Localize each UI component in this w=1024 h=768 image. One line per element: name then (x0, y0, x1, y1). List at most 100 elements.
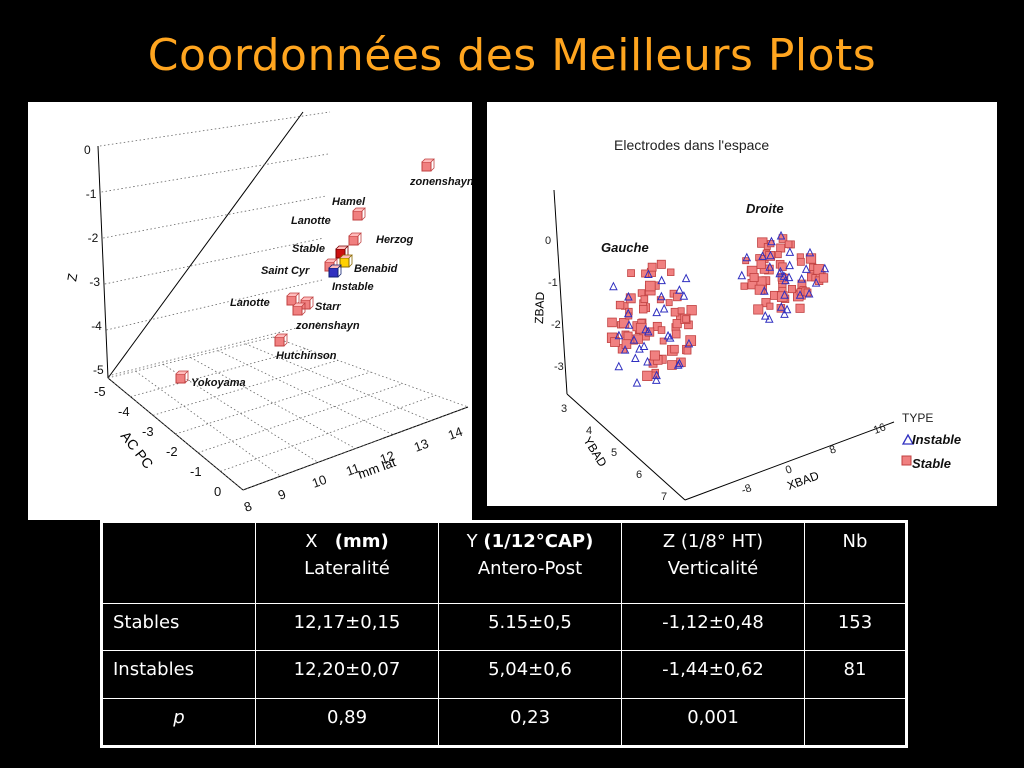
right-instable-point (795, 290, 805, 299)
right-instable-point (643, 326, 653, 336)
right-instable-point (780, 309, 789, 318)
right-instable-point (760, 311, 770, 320)
left-data-points (175, 158, 435, 384)
left-lat-tick-label: 14 (446, 424, 465, 443)
table-row: Stables 12,17±0,15 5.15±0,5 -1,12±0,48 1… (101, 603, 907, 652)
left-point-label: Lanotte (291, 215, 331, 227)
right-stable-point (787, 284, 797, 294)
right-3d-scatter-chart: Electrodes dans l'espace 0 -1 -2 -3 3 4 5 6 7 -… (532, 137, 961, 503)
left-3d-scatter-panel: 0 -1 -2 -3 -4 -5 -5 -4 -3 -2 -1 0 8 9 10 11 12 13 14 Z A… (28, 102, 474, 520)
left-acpc-tick-label: -1 (190, 464, 202, 479)
right-stable-point (813, 264, 824, 275)
cell-x: 12,17±0,15 (255, 603, 439, 652)
right-stable-point (633, 334, 643, 344)
left-point-label: Herzog (376, 234, 414, 246)
right-xbad-tick-label: 8 (828, 443, 838, 456)
right-instable-point (785, 247, 795, 256)
right-instable-point (767, 236, 776, 246)
right-stable-point (619, 318, 630, 329)
legend-instable-marker (901, 433, 915, 445)
right-instable-point (797, 274, 806, 283)
right-zbad-tick-label: 0 (545, 235, 551, 247)
right-instable-point (657, 275, 666, 285)
left-point-marker (352, 207, 366, 221)
right-stable-point (796, 257, 805, 266)
row-label: Instables (101, 650, 256, 699)
left-lat-tick-label: 9 (276, 486, 288, 503)
right-instable-point (624, 320, 634, 329)
right-instable-point (776, 266, 785, 276)
right-stable-point (749, 273, 759, 283)
right-zbad-tick-label: -2 (551, 319, 561, 331)
right-ybad-tick-label: 4 (586, 425, 592, 437)
left-lat-tick-label: 10 (310, 472, 329, 491)
cell-nb: 81 (804, 650, 907, 699)
cell-x: 12,20±0,07 (255, 650, 439, 699)
left-lat-tick-label: 12 (378, 448, 397, 467)
right-stable-point (685, 335, 697, 346)
right-stable-point (635, 322, 647, 334)
cell-z: -1,12±0,48 (621, 603, 805, 652)
right-instable-point (779, 271, 789, 280)
left-lat-tick-label: 8 (242, 498, 254, 515)
right-zbad-ticks: 0 -1 -2 -3 (545, 235, 564, 373)
left-point-label: Saint Cyr (261, 265, 310, 277)
right-instable-point (784, 272, 794, 282)
left-acpc-tick-label: 0 (214, 484, 221, 499)
left-z-tick-label: -1 (86, 187, 97, 201)
left-z-tick-label: -5 (93, 363, 104, 377)
right-instable-point (639, 341, 649, 351)
cell-nb (804, 697, 907, 747)
right-ybad-tick-label: 6 (636, 469, 642, 481)
right-stable-point (610, 337, 620, 347)
right-instable-point (742, 252, 752, 262)
right-stable-point (659, 337, 667, 345)
right-legend: TYPE Instable Stable (901, 411, 961, 471)
left-point-label: Yokoyama (191, 377, 246, 389)
right-instable-point (644, 269, 653, 278)
right-stable-point (665, 299, 673, 307)
right-instable-point (632, 377, 642, 387)
right-instable-point (776, 230, 786, 240)
right-stable-point (682, 315, 690, 323)
cell-z: -1,44±0,62 (621, 650, 805, 699)
right-ybad-ticks: 3 4 5 6 7 (561, 403, 667, 503)
right-instable-point (665, 332, 675, 342)
right-instable-point (679, 291, 689, 300)
right-instable-point (760, 286, 769, 295)
left-point-label: Instable (332, 281, 374, 293)
right-instable-point (785, 260, 794, 270)
right-stable-point (667, 268, 675, 276)
right-ybad-tick-label: 7 (661, 491, 667, 503)
right-stable-point (754, 284, 765, 295)
right-stable-point (671, 329, 681, 339)
row-label: Stables (101, 603, 256, 652)
left-z-tick-label: 0 (84, 143, 91, 157)
right-chart-axes (553, 189, 895, 501)
right-ybad-tick-label: 5 (611, 447, 617, 459)
group-label-droite: Droite (746, 201, 784, 216)
right-stable-point (640, 295, 649, 303)
right-stable-point (778, 262, 787, 271)
table-row: Instables 12,20±0,07 5,04±0,6 -1,44±0,62… (101, 650, 907, 699)
right-stable-point (639, 304, 648, 314)
right-xbad-tick-label: -8 (740, 482, 753, 497)
row-label: p (101, 697, 256, 747)
right-instable-point (641, 324, 650, 334)
right-xbad-tick-label: 16 (872, 421, 888, 436)
left-point-label: Lanotte (230, 297, 270, 309)
right-stable-point (805, 253, 817, 264)
stats-table: X (mm) Lateralité Y (1/12°CAP) Antero-Po… (100, 520, 908, 748)
right-instable-point (631, 353, 640, 363)
left-point-labels: zonenshaynHamelLanotteHerzogStableBenabi… (191, 176, 474, 389)
right-instable-point (657, 291, 666, 301)
right-stable-point (766, 302, 774, 310)
right-ybad-tick-label: 3 (561, 403, 567, 415)
left-acpc-tick-label: -3 (142, 424, 154, 439)
right-stable-point (818, 273, 829, 283)
cell-x: 0,89 (255, 697, 439, 747)
right-stable-point (672, 319, 682, 329)
left-acpc-tick-label: -2 (166, 444, 178, 459)
right-instable-point (614, 361, 624, 371)
left-point-marker (300, 296, 314, 310)
